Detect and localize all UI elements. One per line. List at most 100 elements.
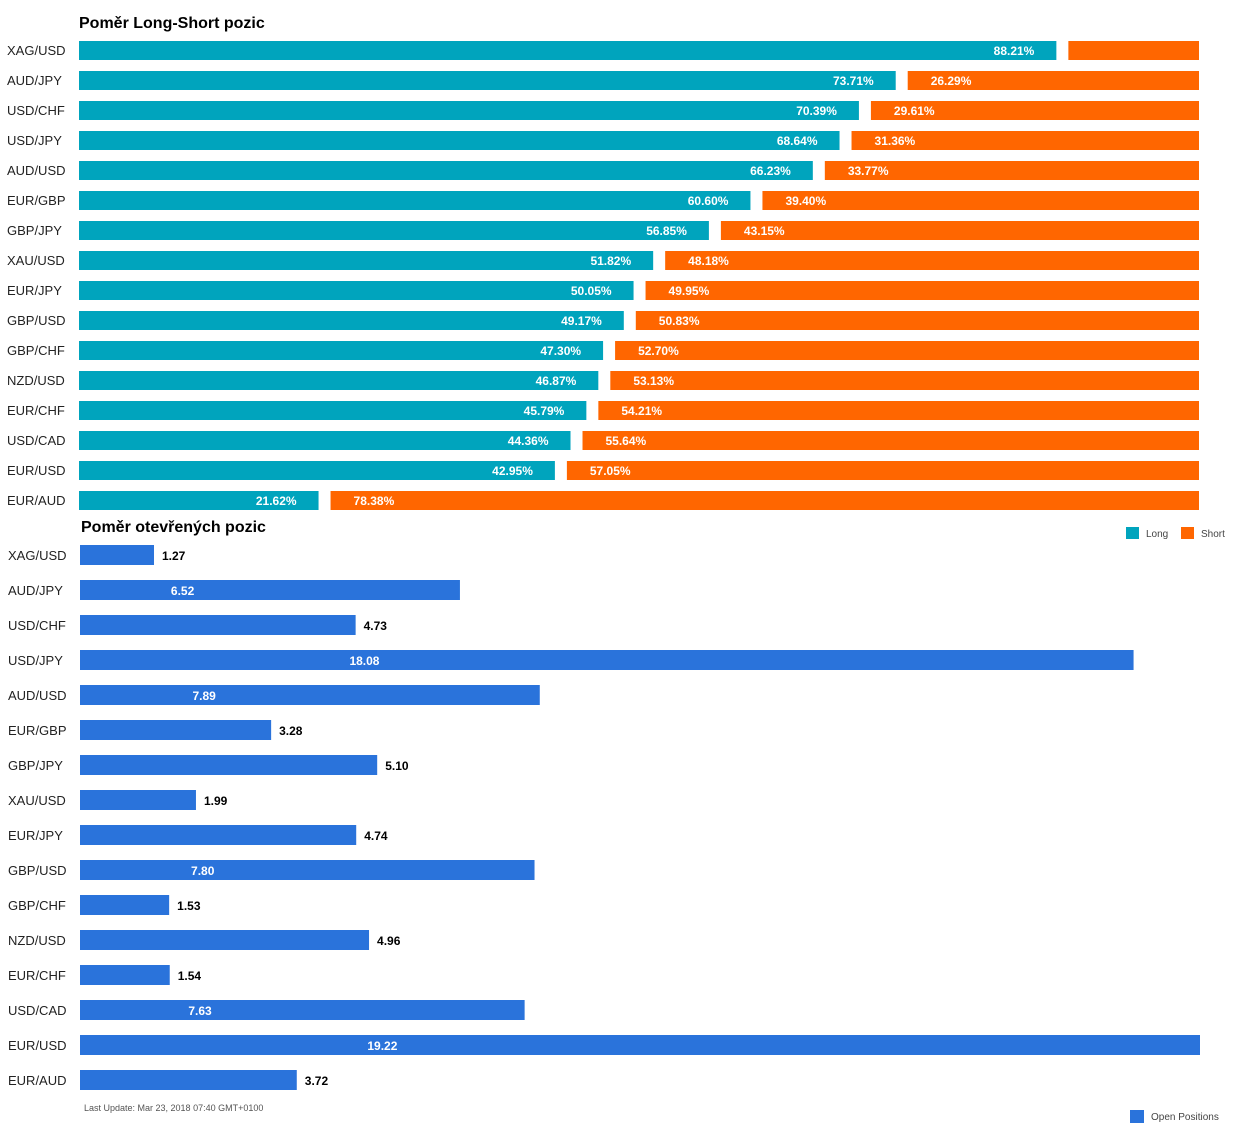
open-positions-value-label-eur-aud: 3.72: [305, 1074, 329, 1088]
short-value-label-usd-cad: 55.64%: [606, 434, 647, 448]
short-bar-gbp-chf: [615, 341, 1199, 360]
chart2-category-eur-aud: EUR/AUD: [8, 1073, 67, 1088]
chart1-category-xau-usd: XAU/USD: [7, 253, 65, 268]
chart1-category-usd-jpy: USD/JPY: [7, 133, 62, 148]
open-positions-bar-usd-cad: [80, 1000, 525, 1020]
open-positions-bar-xag-usd: [80, 545, 155, 565]
long-bar-nzd-usd: [79, 371, 599, 390]
open-positions-bar-gbp-jpy: [80, 755, 378, 775]
short-value-label-eur-jpy: 49.95%: [669, 284, 710, 298]
long-bar-aud-usd: [79, 161, 813, 180]
chart1-category-aud-usd: AUD/USD: [7, 163, 66, 178]
open-positions-value-label-nzd-usd: 4.96: [377, 934, 401, 948]
open-positions-bar-eur-jpy: [80, 825, 357, 845]
legend-open-positions-label: Open Positions: [1151, 1112, 1219, 1123]
chart2-category-eur-gbp: EUR/GBP: [8, 723, 67, 738]
long-value-label-eur-jpy: 50.05%: [571, 284, 612, 298]
short-value-label-aud-usd: 33.77%: [848, 164, 889, 178]
long-value-label-gbp-usd: 49.17%: [561, 314, 602, 328]
open-positions-value-label-xau-usd: 1.99: [204, 794, 228, 808]
long-value-label-usd-jpy: 68.64%: [777, 134, 818, 148]
short-value-label-eur-chf: 54.21%: [621, 404, 662, 418]
open-positions-value-label-eur-chf: 1.54: [178, 969, 202, 983]
long-value-label-eur-gbp: 60.60%: [688, 194, 729, 208]
short-bar-usd-jpy: [851, 131, 1199, 150]
long-value-label-eur-chf: 45.79%: [524, 404, 565, 418]
open-positions-value-label-usd-chf: 4.73: [364, 619, 388, 633]
chart2-category-usd-cad: USD/CAD: [8, 1003, 67, 1018]
chart1-category-gbp-chf: GBP/CHF: [7, 343, 65, 358]
long-short-chart: Poměr Long-Short pozic XAG/USD 88.21% AUD/J…: [7, 15, 1225, 540]
open-positions-value-label-gbp-usd: 7.80: [191, 864, 215, 878]
short-bar-eur-gbp: [762, 191, 1199, 210]
chart1-category-eur-usd: EUR/USD: [7, 463, 66, 478]
short-value-label-aud-jpy: 26.29%: [931, 74, 972, 88]
open-positions-bar-nzd-usd: [80, 930, 370, 950]
long-bar-gbp-usd: [79, 311, 624, 330]
long-value-label-usd-cad: 44.36%: [508, 434, 549, 448]
open-positions-bar-eur-chf: [80, 965, 170, 985]
open-positions-value-label-eur-usd: 19.22: [367, 1039, 397, 1053]
short-bar-eur-jpy: [645, 281, 1199, 300]
long-value-label-aud-jpy: 73.71%: [833, 74, 874, 88]
legend-open-positions-swatch: [1130, 1110, 1144, 1123]
open-positions-value-label-gbp-chf: 1.53: [177, 899, 201, 913]
short-bar-eur-usd: [566, 461, 1199, 480]
short-value-label-eur-aud: 78.38%: [354, 494, 395, 508]
chart1-category-gbp-usd: GBP/USD: [7, 313, 66, 328]
last-update-text: Last Update: Mar 23, 2018 07:40 GMT+0100: [84, 1103, 263, 1113]
chart1-category-usd-chf: USD/CHF: [7, 103, 65, 118]
chart2-category-gbp-chf: GBP/CHF: [8, 898, 66, 913]
long-bar-usd-jpy: [79, 131, 840, 150]
short-bar-gbp-jpy: [720, 221, 1199, 240]
long-value-label-aud-usd: 66.23%: [750, 164, 791, 178]
chart1-category-nzd-usd: NZD/USD: [7, 373, 65, 388]
chart2-category-xag-usd: XAG/USD: [8, 548, 67, 563]
chart1-category-eur-gbp: EUR/GBP: [7, 193, 66, 208]
chart1-title: Poměr Long-Short pozic: [79, 15, 265, 32]
chart2-category-gbp-usd: GBP/USD: [8, 863, 67, 878]
chart2-category-eur-chf: EUR/CHF: [8, 968, 66, 983]
open-positions-value-label-usd-cad: 7.63: [188, 1004, 212, 1018]
open-positions-value-label-aud-usd: 7.89: [192, 689, 216, 703]
chart1-category-eur-chf: EUR/CHF: [7, 403, 65, 418]
legend-long-label: Long: [1146, 529, 1168, 540]
short-bar-aud-jpy: [907, 71, 1199, 90]
long-bar-eur-chf: [79, 401, 587, 420]
short-bar-usd-chf: [870, 101, 1199, 120]
chart2-category-eur-usd: EUR/USD: [8, 1038, 67, 1053]
short-value-label-usd-jpy: 31.36%: [875, 134, 916, 148]
chart2-category-aud-jpy: AUD/JPY: [8, 583, 63, 598]
open-positions-value-label-xag-usd: 1.27: [162, 549, 186, 563]
short-value-label-gbp-chf: 52.70%: [638, 344, 679, 358]
chart2-category-nzd-usd: NZD/USD: [8, 933, 66, 948]
chart1-category-gbp-jpy: GBP/JPY: [7, 223, 62, 238]
long-bar-gbp-chf: [79, 341, 604, 360]
legend-long-swatch: [1126, 527, 1139, 539]
open-positions-value-label-gbp-jpy: 5.10: [385, 759, 409, 773]
chart1-category-eur-jpy: EUR/JPY: [7, 283, 62, 298]
short-value-label-usd-chf: 29.61%: [894, 104, 935, 118]
long-bar-xag-usd: [79, 41, 1057, 60]
open-positions-bar-eur-gbp: [80, 720, 272, 740]
chart1-category-usd-cad: USD/CAD: [7, 433, 66, 448]
legend-short-label: Short: [1201, 529, 1225, 540]
chart2-category-aud-usd: AUD/USD: [8, 688, 67, 703]
open-positions-value-label-eur-gbp: 3.28: [279, 724, 303, 738]
long-value-label-usd-chf: 70.39%: [796, 104, 837, 118]
long-value-label-gbp-chf: 47.30%: [540, 344, 581, 358]
chart1-category-eur-aud: EUR/AUD: [7, 493, 66, 508]
open-positions-bar-gbp-chf: [80, 895, 170, 915]
chart2-title: Poměr otevřených pozic: [81, 519, 266, 536]
open-positions-value-label-usd-jpy: 18.08: [349, 654, 379, 668]
long-value-label-xag-usd: 88.21%: [994, 44, 1035, 58]
short-value-label-eur-usd: 57.05%: [590, 464, 631, 478]
chart2-category-gbp-jpy: GBP/JPY: [8, 758, 63, 773]
long-bar-eur-usd: [79, 461, 555, 480]
open-positions-bar-eur-aud: [80, 1070, 297, 1090]
open-positions-bar-xau-usd: [80, 790, 196, 810]
chart2-category-eur-jpy: EUR/JPY: [8, 828, 63, 843]
long-bar-usd-chf: [79, 101, 859, 120]
chart2-category-usd-chf: USD/CHF: [8, 618, 66, 633]
